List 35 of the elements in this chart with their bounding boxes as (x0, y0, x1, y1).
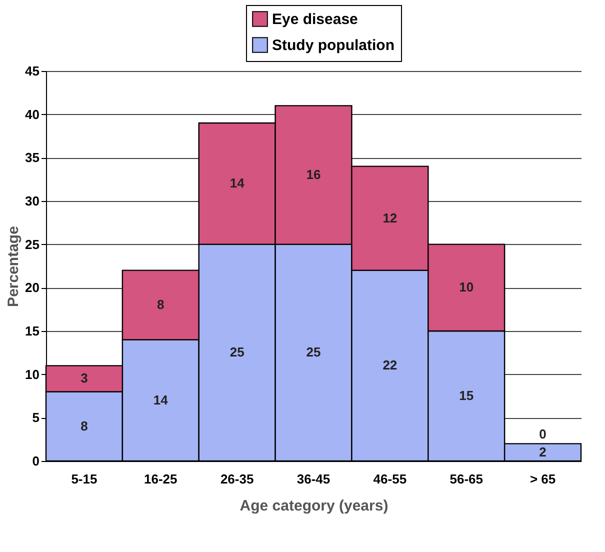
x-axis-title: Age category (years) (240, 498, 388, 514)
data-label: 14 (230, 176, 246, 191)
y-tick-label: 35 (25, 150, 40, 166)
data-label: 15 (459, 388, 474, 403)
data-label: 8 (157, 297, 164, 312)
x-tick-label: 36-45 (296, 472, 330, 486)
y-tick-label: 20 (25, 280, 40, 296)
y-tick-label: 25 (25, 236, 40, 252)
x-tick-label: 46-55 (373, 472, 407, 486)
x-tick-label: 56-65 (450, 472, 483, 486)
y-tick-label: 15 (25, 324, 40, 338)
y-tick-label: 10 (25, 366, 40, 382)
data-label: 0 (539, 426, 546, 442)
legend-label: Eye disease (272, 11, 358, 28)
y-tick-label: 0 (32, 454, 40, 468)
y-tick-label: 45 (25, 64, 40, 78)
data-label: 16 (306, 167, 321, 182)
x-tick-label: 5-15 (71, 472, 98, 486)
data-label: 8 (80, 418, 88, 434)
data-label: 25 (306, 344, 321, 360)
y-tick-label: 5 (32, 410, 40, 426)
x-tick-label: 26-35 (220, 472, 254, 486)
data-label: 10 (459, 280, 474, 295)
data-label: 12 (382, 210, 398, 226)
x-tick-label: > 65 (530, 472, 556, 486)
data-label: 14 (153, 392, 169, 408)
data-label: 2 (539, 444, 546, 460)
legend-label: Study population (272, 37, 394, 54)
data-label: 22 (382, 358, 398, 373)
data-label: 3 (80, 370, 88, 386)
y-tick-label: 30 (25, 194, 40, 208)
x-tick-label: 16-25 (144, 472, 178, 486)
y-tick-label: 40 (25, 106, 40, 122)
y-axis-title: Percentage (5, 226, 22, 307)
data-label: 25 (230, 344, 244, 360)
